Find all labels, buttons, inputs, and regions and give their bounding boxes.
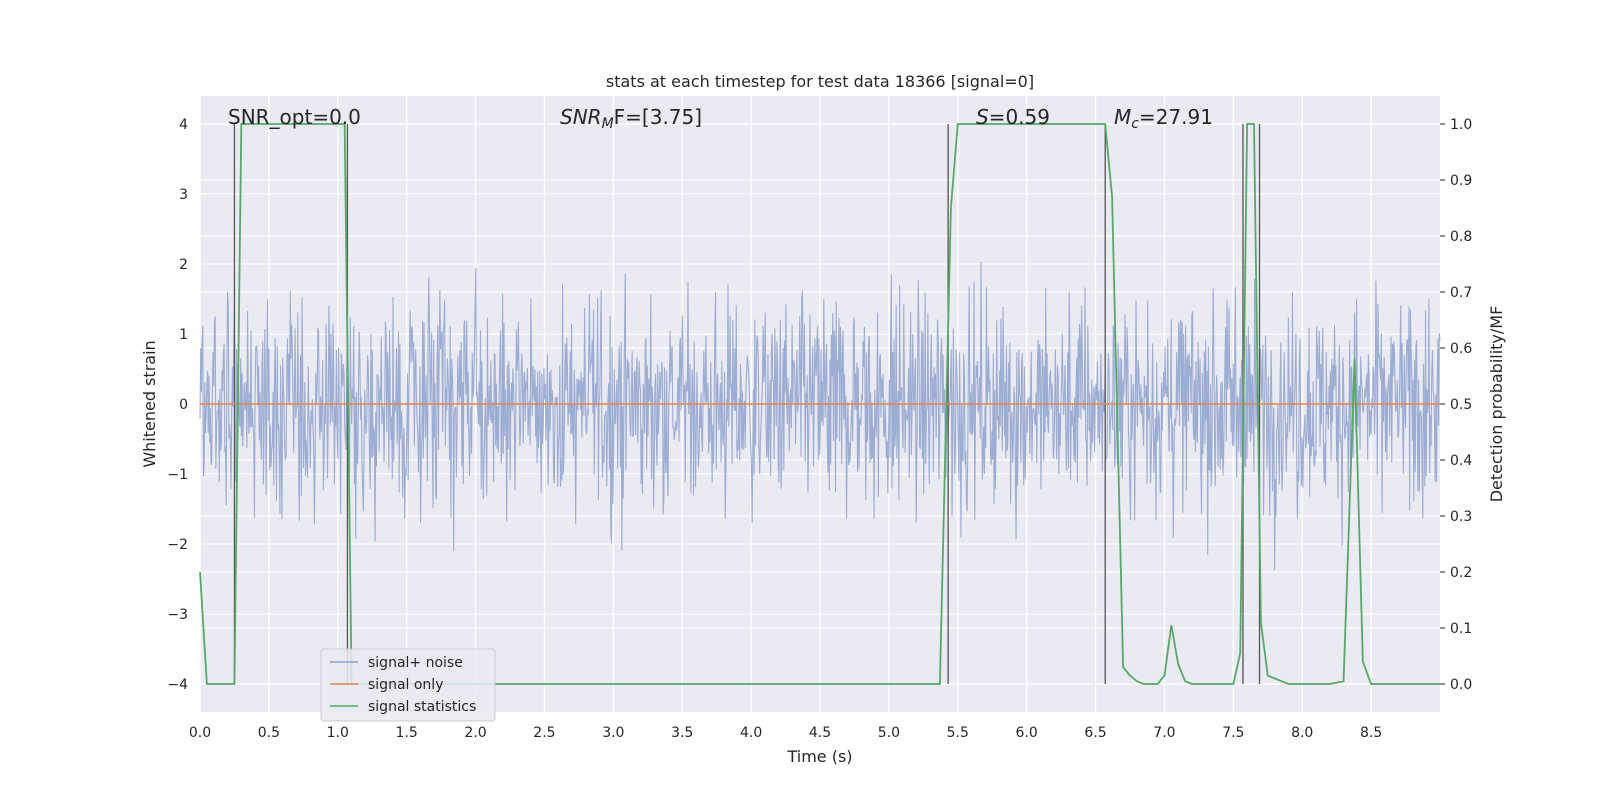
x-ticks: 0.0 0.5 1.0 1.5 2.0 2.5 3.0 3.5 4.0 4.5 5.0 5.5 6.0 6… — [189, 725, 1382, 741]
annotation-s-symbol: S — [976, 105, 989, 129]
signal-statistics-line — [199, 123, 1440, 685]
x-tick-label: 6.0 — [1016, 725, 1038, 741]
x-tick-label: 7.0 — [1153, 725, 1175, 741]
legend: signal+ noise signal only signal statist… — [320, 648, 496, 722]
y-left-axis-label: Whitened strain — [140, 340, 159, 467]
y-left-tick-label: −2 — [167, 537, 188, 553]
x-tick-label: 2.5 — [533, 725, 555, 741]
x-axis-label: Time (s) — [786, 747, 852, 766]
chart-title: stats at each timestep for test data 183… — [606, 72, 1034, 91]
x-tick-label: 3.0 — [602, 725, 624, 741]
y-right-tick-label: 0.4 — [1450, 453, 1472, 469]
legend-label-signal-noise: signal+ noise — [368, 655, 463, 671]
y-right-tick-label: 0.3 — [1450, 509, 1472, 525]
annotation-snr-mf: SNRMF=[3.75] — [560, 105, 702, 132]
series-signal-noise — [199, 261, 1441, 571]
y-left-tick-label: 4 — [179, 117, 188, 133]
y-left-tick-label: 1 — [179, 327, 188, 343]
y-right-tick-label: 0.1 — [1450, 621, 1472, 637]
x-tick-label: 1.5 — [396, 725, 418, 741]
y-left-tick-label: −1 — [167, 467, 188, 483]
y-right-tick-label: 0.2 — [1450, 565, 1472, 581]
x-tick-label: 8.5 — [1360, 725, 1382, 741]
x-tick-label: 0.0 — [189, 725, 211, 741]
y-right-tick-label: 0.5 — [1450, 397, 1472, 413]
annotation-mc: Mc=27.91 — [1114, 105, 1213, 132]
x-tick-label: 8.0 — [1291, 725, 1313, 741]
legend-label-signal-only: signal only — [368, 677, 443, 693]
annotation-snr-opt: SNR_opt=0.0 — [228, 105, 361, 129]
annotation-mc-symbol: M — [1114, 105, 1131, 129]
x-tick-label: 7.5 — [1222, 725, 1244, 741]
y-left-tick-label: 3 — [179, 187, 188, 203]
annotation-mc-sub: c — [1131, 116, 1139, 132]
y-right-tick-label: 0.9 — [1450, 173, 1472, 189]
y-right-tick-label: 0.8 — [1450, 229, 1472, 245]
signal-noise-line — [199, 261, 1441, 571]
x-tick-label: 5.5 — [947, 725, 969, 741]
y-left-tick-label: −3 — [167, 607, 188, 623]
y-left-ticks: 4 3 2 1 0 −1 −2 −3 −4 — [167, 117, 188, 693]
annotation-s-value: =0.59 — [989, 105, 1050, 129]
y-right-ticks: 1.0 0.9 0.8 0.7 0.6 0.5 0.4 0.3 0.2 0.1 0.0 — [1440, 117, 1472, 693]
x-tick-label: 0.5 — [258, 725, 280, 741]
y-right-tick-label: 0.7 — [1450, 285, 1472, 301]
y-left-tick-label: 0 — [179, 397, 188, 413]
y-right-tick-label: 0.6 — [1450, 341, 1472, 357]
y-right-tick-label: 1.0 — [1450, 117, 1472, 133]
legend-label-signal-statistics: signal statistics — [368, 699, 476, 715]
legend-box — [320, 648, 496, 722]
y-right-axis-label: Detection probability/MF — [1487, 306, 1506, 503]
x-tick-label: 5.0 — [878, 725, 900, 741]
x-tick-label: 4.5 — [809, 725, 831, 741]
series-signal-statistics — [199, 123, 1440, 685]
x-tick-label: 1.0 — [327, 725, 349, 741]
x-tick-label: 6.5 — [1084, 725, 1106, 741]
annotation-mc-value: =27.91 — [1139, 105, 1213, 129]
y-left-tick-label: −4 — [167, 677, 188, 693]
x-tick-label: 3.5 — [671, 725, 693, 741]
annotation-snr-mf-sub: M — [602, 116, 614, 132]
annotation-snr-mf-symbol: SNR — [560, 105, 602, 129]
x-tick-label: 4.0 — [740, 725, 762, 741]
y-right-tick-label: 0.0 — [1450, 677, 1472, 693]
y-left-tick-label: 2 — [179, 257, 188, 273]
x-tick-label: 2.0 — [464, 725, 486, 741]
annotation-s: S=0.59 — [976, 105, 1050, 129]
annotation-snr-mf-value: F=[3.75] — [614, 105, 702, 129]
